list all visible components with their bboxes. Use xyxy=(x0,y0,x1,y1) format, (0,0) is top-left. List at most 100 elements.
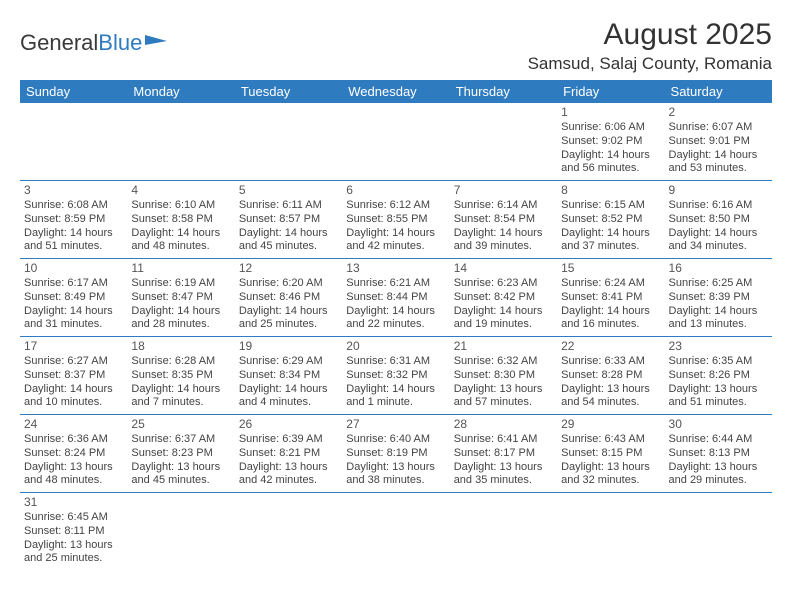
cell-line-day1: Daylight: 13 hours xyxy=(561,461,660,475)
cell-line-sunrise: Sunrise: 6:07 AM xyxy=(669,121,768,135)
cell-line-day1: Daylight: 14 hours xyxy=(131,305,230,319)
cell-line-sunset: Sunset: 9:01 PM xyxy=(669,135,768,149)
day-number: 27 xyxy=(346,417,445,432)
cell-line-sunset: Sunset: 8:32 PM xyxy=(346,369,445,383)
day-number: 3 xyxy=(24,183,123,198)
day-header: Saturday xyxy=(665,80,772,103)
cell-line-day2: and 48 minutes. xyxy=(131,240,230,254)
cell-line-day1: Daylight: 14 hours xyxy=(561,305,660,319)
calendar-cell: 19Sunrise: 6:29 AMSunset: 8:34 PMDayligh… xyxy=(235,337,342,415)
calendar-row: 3Sunrise: 6:08 AMSunset: 8:59 PMDaylight… xyxy=(20,181,772,259)
calendar-cell: 2Sunrise: 6:07 AMSunset: 9:01 PMDaylight… xyxy=(665,103,772,181)
cell-line-day2: and 45 minutes. xyxy=(131,474,230,488)
day-number: 23 xyxy=(669,339,768,354)
calendar-cell: 1Sunrise: 6:06 AMSunset: 9:02 PMDaylight… xyxy=(557,103,664,181)
cell-line-day2: and 31 minutes. xyxy=(24,318,123,332)
day-number: 21 xyxy=(454,339,553,354)
day-number: 19 xyxy=(239,339,338,354)
logo-text-1: General xyxy=(20,30,98,56)
cell-line-day1: Daylight: 14 hours xyxy=(239,383,338,397)
day-number: 28 xyxy=(454,417,553,432)
cell-line-sunrise: Sunrise: 6:19 AM xyxy=(131,277,230,291)
cell-line-sunset: Sunset: 8:52 PM xyxy=(561,213,660,227)
flag-icon xyxy=(145,35,167,51)
day-header: Sunday xyxy=(20,80,127,103)
cell-line-day2: and 38 minutes. xyxy=(346,474,445,488)
cell-line-sunrise: Sunrise: 6:27 AM xyxy=(24,355,123,369)
calendar-cell: 7Sunrise: 6:14 AMSunset: 8:54 PMDaylight… xyxy=(450,181,557,259)
cell-line-sunset: Sunset: 8:34 PM xyxy=(239,369,338,383)
calendar-cell xyxy=(235,103,342,181)
cell-line-day2: and 19 minutes. xyxy=(454,318,553,332)
calendar-row: 1Sunrise: 6:06 AMSunset: 9:02 PMDaylight… xyxy=(20,103,772,181)
cell-line-day2: and 51 minutes. xyxy=(669,396,768,410)
calendar-cell: 30Sunrise: 6:44 AMSunset: 8:13 PMDayligh… xyxy=(665,415,772,493)
cell-line-day2: and 29 minutes. xyxy=(669,474,768,488)
calendar-cell: 27Sunrise: 6:40 AMSunset: 8:19 PMDayligh… xyxy=(342,415,449,493)
day-header: Tuesday xyxy=(235,80,342,103)
cell-line-sunrise: Sunrise: 6:25 AM xyxy=(669,277,768,291)
cell-line-day1: Daylight: 13 hours xyxy=(346,461,445,475)
cell-line-day2: and 51 minutes. xyxy=(24,240,123,254)
cell-line-sunrise: Sunrise: 6:10 AM xyxy=(131,199,230,213)
cell-line-day1: Daylight: 13 hours xyxy=(24,461,123,475)
calendar-cell: 6Sunrise: 6:12 AMSunset: 8:55 PMDaylight… xyxy=(342,181,449,259)
day-number: 30 xyxy=(669,417,768,432)
day-number: 8 xyxy=(561,183,660,198)
cell-line-day2: and 13 minutes. xyxy=(669,318,768,332)
cell-line-day2: and 42 minutes. xyxy=(346,240,445,254)
calendar-cell: 20Sunrise: 6:31 AMSunset: 8:32 PMDayligh… xyxy=(342,337,449,415)
calendar-cell: 14Sunrise: 6:23 AMSunset: 8:42 PMDayligh… xyxy=(450,259,557,337)
calendar-cell: 29Sunrise: 6:43 AMSunset: 8:15 PMDayligh… xyxy=(557,415,664,493)
cell-line-sunrise: Sunrise: 6:35 AM xyxy=(669,355,768,369)
cell-line-sunrise: Sunrise: 6:11 AM xyxy=(239,199,338,213)
cell-line-sunset: Sunset: 8:44 PM xyxy=(346,291,445,305)
cell-line-day1: Daylight: 14 hours xyxy=(454,305,553,319)
cell-line-sunset: Sunset: 8:42 PM xyxy=(454,291,553,305)
cell-line-sunrise: Sunrise: 6:29 AM xyxy=(239,355,338,369)
cell-line-sunset: Sunset: 8:26 PM xyxy=(669,369,768,383)
cell-line-sunrise: Sunrise: 6:24 AM xyxy=(561,277,660,291)
logo-text-2: Blue xyxy=(98,30,142,56)
calendar-row: 31Sunrise: 6:45 AMSunset: 8:11 PMDayligh… xyxy=(20,493,772,571)
calendar-cell xyxy=(342,493,449,571)
day-number: 10 xyxy=(24,261,123,276)
cell-line-sunset: Sunset: 8:35 PM xyxy=(131,369,230,383)
calendar-cell xyxy=(557,493,664,571)
cell-line-sunrise: Sunrise: 6:28 AM xyxy=(131,355,230,369)
cell-line-sunrise: Sunrise: 6:44 AM xyxy=(669,433,768,447)
cell-line-sunset: Sunset: 8:50 PM xyxy=(669,213,768,227)
calendar-cell: 13Sunrise: 6:21 AMSunset: 8:44 PMDayligh… xyxy=(342,259,449,337)
cell-line-day2: and 34 minutes. xyxy=(669,240,768,254)
cell-line-sunset: Sunset: 8:49 PM xyxy=(24,291,123,305)
cell-line-day2: and 22 minutes. xyxy=(346,318,445,332)
cell-line-day2: and 53 minutes. xyxy=(669,162,768,176)
cell-line-day1: Daylight: 13 hours xyxy=(454,461,553,475)
title-block: August 2025 Samsud, Salaj County, Romani… xyxy=(528,18,772,74)
day-header: Friday xyxy=(557,80,664,103)
day-header: Monday xyxy=(127,80,234,103)
cell-line-sunrise: Sunrise: 6:36 AM xyxy=(24,433,123,447)
cell-line-sunset: Sunset: 9:02 PM xyxy=(561,135,660,149)
cell-line-sunset: Sunset: 8:21 PM xyxy=(239,447,338,461)
cell-line-day1: Daylight: 14 hours xyxy=(669,305,768,319)
day-number: 5 xyxy=(239,183,338,198)
cell-line-sunrise: Sunrise: 6:12 AM xyxy=(346,199,445,213)
calendar-cell: 25Sunrise: 6:37 AMSunset: 8:23 PMDayligh… xyxy=(127,415,234,493)
cell-line-day2: and 10 minutes. xyxy=(24,396,123,410)
cell-line-sunrise: Sunrise: 6:32 AM xyxy=(454,355,553,369)
calendar-cell: 18Sunrise: 6:28 AMSunset: 8:35 PMDayligh… xyxy=(127,337,234,415)
cell-line-day2: and 25 minutes. xyxy=(24,552,123,566)
day-header: Wednesday xyxy=(342,80,449,103)
cell-line-day1: Daylight: 14 hours xyxy=(561,149,660,163)
day-number: 31 xyxy=(24,495,123,510)
cell-line-sunset: Sunset: 8:59 PM xyxy=(24,213,123,227)
cell-line-sunrise: Sunrise: 6:17 AM xyxy=(24,277,123,291)
day-number: 1 xyxy=(561,105,660,120)
day-number: 26 xyxy=(239,417,338,432)
cell-line-sunset: Sunset: 8:28 PM xyxy=(561,369,660,383)
cell-line-day1: Daylight: 14 hours xyxy=(346,305,445,319)
cell-line-sunset: Sunset: 8:13 PM xyxy=(669,447,768,461)
cell-line-day1: Daylight: 14 hours xyxy=(24,227,123,241)
day-header: Thursday xyxy=(450,80,557,103)
